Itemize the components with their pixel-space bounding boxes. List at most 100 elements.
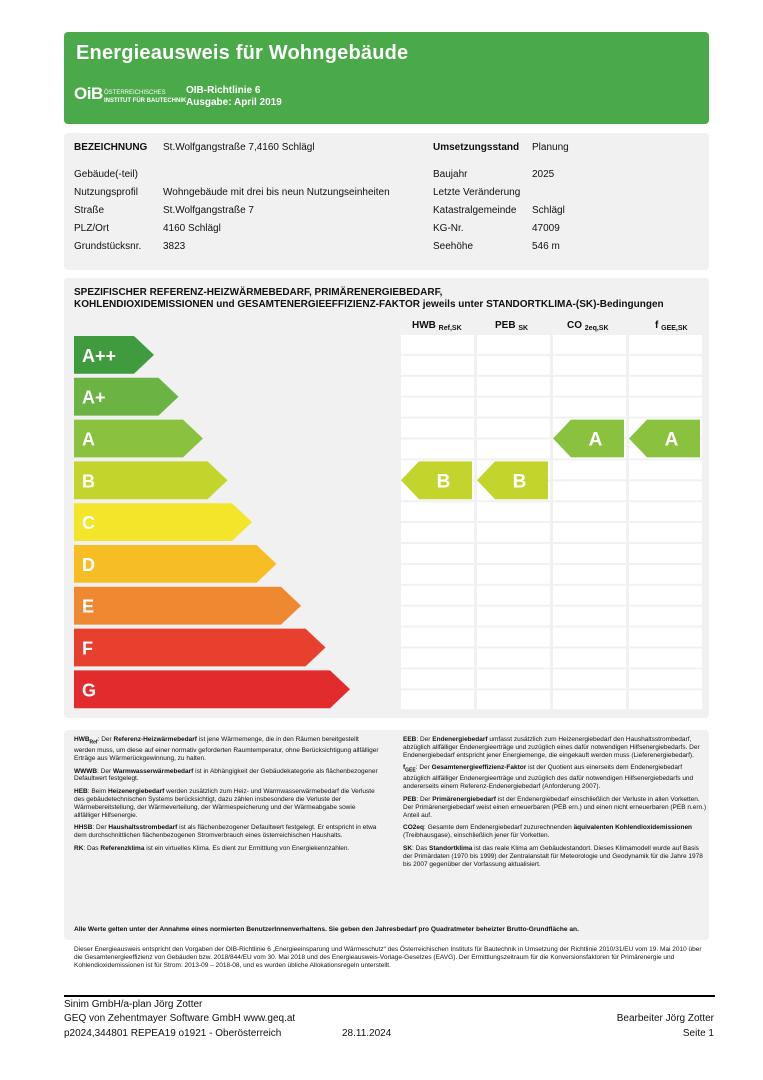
grid-cell xyxy=(477,585,550,605)
definitions-right: EEB: Der Endenergiebedarf umfasst zusätz… xyxy=(403,736,708,873)
footer-project: p2024,344801 REPEA19 o1921 - Oberösterre… xyxy=(64,1028,282,1039)
grid-cell xyxy=(401,335,474,354)
grid-cell xyxy=(553,502,626,522)
grid-cell xyxy=(553,669,626,689)
grid-cell xyxy=(629,564,702,584)
rating-marker-3 xyxy=(629,419,700,458)
kgnr-value: 47009 xyxy=(532,223,560,234)
grid-cell xyxy=(477,439,550,459)
grid-cell xyxy=(477,335,550,354)
grid-cell xyxy=(477,418,550,438)
grid-cell xyxy=(553,648,626,668)
grid-cell xyxy=(553,564,626,584)
definition-right-1: fGEE: Der Gesamtenergieeffizienz-Faktor … xyxy=(403,764,694,791)
col-header-hwb-sub: Ref,SK xyxy=(438,325,462,332)
grid-cell xyxy=(401,690,474,710)
grid-cell xyxy=(401,669,474,689)
grid-cell xyxy=(401,648,474,668)
grid-cell xyxy=(401,376,474,396)
gebaeude-label: Gebäude(-teil) xyxy=(74,169,138,180)
chart-title-line2: KOHLENDIOXIDEMISSIONEN und GESAMTENERGIE… xyxy=(74,299,664,310)
grid-cell xyxy=(401,439,474,459)
class-arrow-d xyxy=(74,545,277,583)
class-arrow-c xyxy=(74,503,252,541)
col-header-hwb-label: HWB xyxy=(412,320,436,331)
col-header-fgee-label: f xyxy=(655,320,659,331)
rating-label: A xyxy=(589,430,603,451)
kgnr-label: KG-Nr. xyxy=(433,223,464,234)
grund-value: 3823 xyxy=(163,241,186,252)
grid-cell xyxy=(553,397,626,417)
footer-software: GEQ von Zehentmayer Software GmbH www.ge… xyxy=(64,1013,296,1024)
oib-logo-text: ÖSTERREICHISCHES INSTITUT FÜR BAUTECHNIK xyxy=(104,89,186,105)
class-arrow-aplusplus xyxy=(74,336,154,374)
class-arrow-e xyxy=(74,586,301,625)
ausgabe-label: Ausgabe: April 2019 xyxy=(186,97,282,108)
grid-cell xyxy=(477,669,550,689)
definition-right-4: SK: Das Standortklima ist das reale Klim… xyxy=(403,845,703,868)
grid-cell xyxy=(401,564,474,584)
grid-cell xyxy=(553,481,626,501)
col-header-peb-sub: SK xyxy=(518,325,529,332)
footer-company: Sinim GmbH/a-plan Jörg Zotter xyxy=(64,999,203,1010)
grid-cell xyxy=(629,502,702,522)
definitions-panel: HWBRef: Der Referenz-Heizwärmebedarf ist… xyxy=(64,730,709,940)
grid-cell xyxy=(629,648,702,668)
rating-marker-1 xyxy=(477,461,548,500)
grid-cell xyxy=(629,481,702,501)
col-header-hwb: HWB Ref,SK xyxy=(412,320,462,332)
grid-cell xyxy=(629,627,702,647)
footer-bearbeiter: Bearbeiter Jörg Zotter xyxy=(616,1013,714,1024)
baujahr-value: 2025 xyxy=(532,169,555,180)
baujahr-label: Baujahr xyxy=(433,169,468,180)
grid-cell xyxy=(401,606,474,626)
grid-cell xyxy=(477,690,550,710)
rating-chart: A++ A+ A B C D E F G B B A A xyxy=(74,335,702,710)
col-header-co2-label: CO xyxy=(567,320,582,331)
class-arrow-aplus xyxy=(74,377,179,416)
energy-rating-panel: SPEZIFISCHER REFERENZ-HEIZWÄRMEBEDARF, P… xyxy=(64,278,709,718)
grid-cell xyxy=(477,544,550,563)
grid-cell xyxy=(629,606,702,626)
definition-right-3: CO2eq: Gesamte dem Endenergiebedarf zuzu… xyxy=(403,824,693,840)
grund-label: Grundstücksnr. xyxy=(74,241,142,252)
grid-cell xyxy=(477,523,550,542)
rating-label: B xyxy=(513,471,527,492)
grid-cell xyxy=(553,627,626,647)
class-label: G xyxy=(82,680,96,700)
definition-right-2: PEB: Der Primärenergiebedarf ist der End… xyxy=(403,796,707,819)
plz-value: 4160 Schlägl xyxy=(163,223,221,234)
grid-cell xyxy=(477,564,550,584)
kg-value: Schlägl xyxy=(532,205,565,216)
header-banner: Energieausweis für Wohngebäude OiB ÖSTER… xyxy=(64,32,709,124)
footer-date: 28.11.2024 xyxy=(342,1028,392,1039)
col-header-fgee: f GEE,SK xyxy=(655,320,688,332)
strasse-label: Straße xyxy=(74,205,105,216)
grid-cell xyxy=(629,376,702,396)
definitions-left: HWBRef: Der Referenz-Heizwärmebedarf ist… xyxy=(74,736,379,858)
umsetzung-label: Umsetzungsstand xyxy=(433,142,520,153)
strasse-value: St.Wolfgangstraße 7 xyxy=(163,205,254,216)
class-label: A xyxy=(82,430,95,450)
grid-cell xyxy=(629,690,702,710)
seehoehe-value: 546 m xyxy=(532,241,560,252)
grid-cell xyxy=(553,606,626,626)
grid-cell xyxy=(629,669,702,689)
class-arrow-f xyxy=(74,628,326,667)
col-header-peb-label: PEB xyxy=(495,320,516,331)
grid-cell xyxy=(629,460,702,480)
grid-cell xyxy=(401,418,474,438)
plz-label: PLZ/Ort xyxy=(74,223,110,234)
footer-page: Seite 1 xyxy=(682,1028,714,1039)
nutzung-label: Nutzungsprofil xyxy=(74,187,138,198)
umsetzung-value: Planung xyxy=(532,142,569,153)
grid-cell xyxy=(477,627,550,647)
seehoehe-label: Seehöhe xyxy=(433,241,474,252)
definition-left-4: RK: Das Referenzklima ist ein virtuelles… xyxy=(74,845,350,853)
nutzung-value: Wohngebäude mit drei bis neun Nutzungsei… xyxy=(163,187,390,198)
class-arrow-g xyxy=(74,670,350,709)
grid-cell xyxy=(477,376,550,396)
rating-label: B xyxy=(437,471,451,492)
definition-left-3: HHSB: Der Haushaltsstrombedarf ist als f… xyxy=(74,824,377,840)
class-arrow-a xyxy=(74,419,203,458)
